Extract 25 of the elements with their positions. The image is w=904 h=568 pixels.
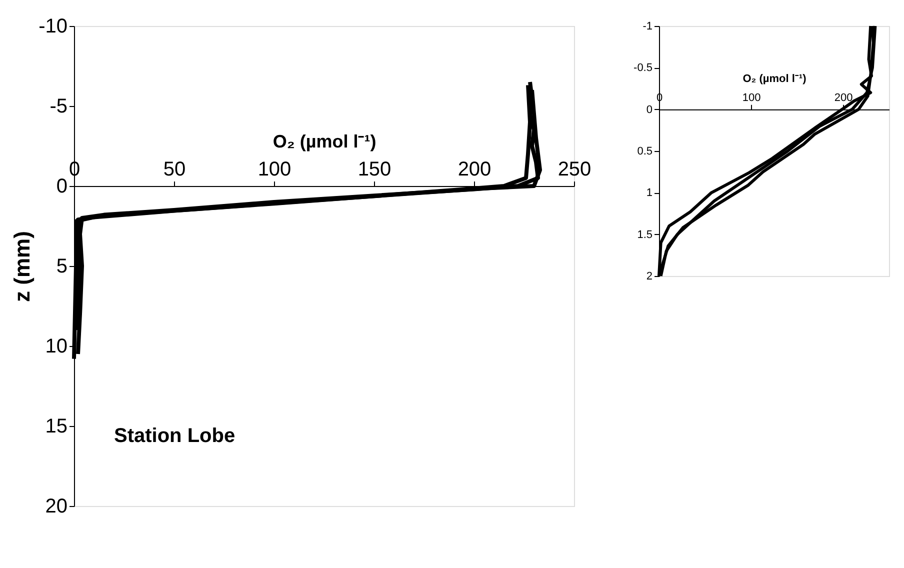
y-tick-label: 0.5 bbox=[637, 146, 652, 158]
x-tick-label: 150 bbox=[358, 158, 392, 180]
annotation: Station Lobe bbox=[114, 425, 236, 447]
x-axis-title: O₂ (µmol l⁻¹) bbox=[272, 132, 376, 152]
x-tick-label: 100 bbox=[258, 158, 292, 180]
x-tick-label: 50 bbox=[163, 158, 186, 180]
y-tick-label: -10 bbox=[38, 16, 68, 38]
y-axis-title: z (mm) bbox=[10, 231, 35, 302]
x-tick-label: 200 bbox=[458, 158, 492, 180]
y-tick-label: 5 bbox=[56, 256, 68, 278]
y-tick-label: 2 bbox=[646, 270, 652, 282]
y-tick-label: -0.5 bbox=[634, 62, 652, 74]
y-tick-label: 0 bbox=[56, 176, 68, 198]
y-tick-label: 20 bbox=[45, 496, 68, 518]
y-tick-label: -1 bbox=[642, 20, 652, 32]
y-tick-label: 1.5 bbox=[637, 228, 652, 241]
y-tick-label: 1 bbox=[646, 187, 652, 200]
x-tick-label: 250 bbox=[558, 158, 592, 180]
y-tick-label: 0 bbox=[646, 104, 652, 116]
x-tick-label: 200 bbox=[834, 92, 853, 104]
y-tick-label: -5 bbox=[50, 96, 68, 118]
x-axis-title: O₂ (µmol l⁻¹) bbox=[742, 72, 807, 85]
x-tick-label: 100 bbox=[742, 92, 761, 104]
y-tick-label: 10 bbox=[45, 336, 68, 358]
y-tick-label: 15 bbox=[45, 416, 68, 438]
